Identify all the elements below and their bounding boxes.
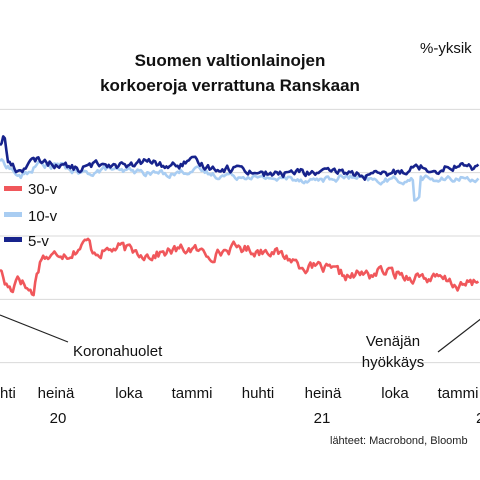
- gridlines: [0, 108, 480, 364]
- x-tick-label: hti: [0, 385, 16, 402]
- chart-title-line-1: Suomen valtionlainojen: [135, 51, 326, 70]
- x-tick-label: huhti: [242, 385, 275, 402]
- legend: 30-v 10-v 5-v: [4, 181, 58, 250]
- annotation-koronahuolet: Koronahuolet: [73, 343, 163, 360]
- annotation-leader-koronahuolet: [0, 314, 69, 343]
- unit-label: %-yksik: [420, 40, 472, 57]
- x-tick-label: tammi: [438, 385, 479, 402]
- x-year-label: 20: [50, 410, 67, 427]
- annotation-venajan-hyokkays-line2: hyökkäys: [362, 354, 425, 371]
- x-axis: hti heinä loka tammi huhti heinä loka ta…: [0, 385, 480, 427]
- x-tick-label: loka: [381, 385, 409, 402]
- legend-swatch-30v: [4, 186, 22, 191]
- x-year-label: 2: [476, 410, 480, 427]
- x-tick-label: loka: [115, 385, 143, 402]
- series-line-30v: [0, 237, 480, 297]
- legend-swatch-5v: [4, 237, 22, 242]
- annotation-leader-venajan-hyokkays: [437, 318, 480, 353]
- series-line-5v: [0, 135, 480, 181]
- legend-label-10v: 10-v: [28, 208, 58, 225]
- legend-label-5v: 5-v: [28, 233, 49, 250]
- legend-label-30v: 30-v: [28, 181, 58, 198]
- source-note: lähteet: Macrobond, Bloomb: [330, 435, 468, 447]
- x-tick-label: heinä: [305, 385, 342, 402]
- x-tick-label: tammi: [172, 385, 213, 402]
- annotation-venajan-hyokkays-line1: Venäjän: [366, 333, 420, 350]
- x-year-label: 21: [314, 410, 331, 427]
- legend-swatch-10v: [4, 212, 22, 217]
- chart-title-line-2: korkoeroja verrattuna Ranskaan: [100, 76, 360, 95]
- x-tick-label: heinä: [38, 385, 75, 402]
- series-lines: [0, 135, 480, 297]
